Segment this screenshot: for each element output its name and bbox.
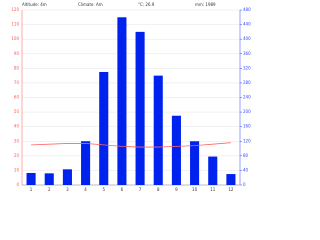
line [31, 142, 231, 148]
bar [190, 141, 200, 185]
bar [153, 75, 163, 185]
y-tick-label: 10 [14, 167, 20, 172]
x-tick-label: 10 [192, 187, 198, 192]
chart: Altitude: 4m Climate: Am °C: 26.9 mm: 1989 0… [11, 2, 251, 192]
y2-tick-label: 440 [243, 22, 251, 27]
y2-tick-label: 160 [243, 124, 251, 129]
y-tick-label: 50 [14, 109, 20, 114]
y2-tick-label: 120 [243, 138, 251, 143]
x-tick-label: 12 [228, 187, 234, 192]
header-text: mm: 1989 [195, 2, 216, 7]
x-tick-label: 5 [102, 187, 105, 192]
bar [226, 174, 236, 185]
y-tick-label: 40 [14, 124, 20, 129]
bar [62, 169, 72, 185]
y2-tick-label: 200 [243, 109, 251, 114]
bar [135, 31, 145, 185]
x-tick-label: 1 [30, 187, 33, 192]
y2-tick-label: 80 [243, 153, 249, 158]
y2-tick-label: 240 [243, 95, 251, 100]
y2-tick-label: 360 [243, 51, 251, 56]
y-tick-label: 30 [14, 138, 20, 143]
bar [26, 172, 36, 185]
bar [81, 141, 91, 185]
y2-tick-label: 320 [243, 65, 251, 70]
x-tick-label: 11 [210, 187, 216, 192]
y-tick-label: 20 [14, 153, 20, 158]
x-tick-label: 8 [157, 187, 160, 192]
y-tick-label: 100 [11, 36, 19, 41]
y-tick-label: 90 [14, 51, 20, 56]
y2-tick-label: 40 [243, 167, 249, 172]
x-tick-label: 6 [121, 187, 124, 192]
bar [44, 173, 54, 185]
y-tick-label: 70 [14, 80, 20, 85]
bar [117, 17, 127, 185]
x-tick-label: 3 [66, 187, 69, 192]
x-tick-label: 9 [175, 187, 178, 192]
y2-tick-label: 480 [243, 7, 251, 12]
x-tick-label: 7 [139, 187, 142, 192]
header-text: Climate: Am [78, 2, 103, 7]
header-text: Altitude: 4m [22, 2, 47, 7]
y2-tick-label: 280 [243, 80, 251, 85]
header-text: °C: 26.9 [138, 2, 155, 7]
x-tick-label: 4 [84, 187, 87, 192]
y-tick-label: 0 [16, 182, 19, 187]
y-tick-label: 60 [14, 95, 20, 100]
bar [208, 156, 218, 185]
y-tick-label: 110 [11, 22, 19, 27]
y2-tick-label: 400 [243, 36, 251, 41]
bar [171, 115, 181, 185]
x-tick-label: 2 [48, 187, 51, 192]
y-tick-label: 120 [11, 7, 19, 12]
bar [99, 71, 109, 185]
y2-tick-label: 0 [243, 182, 246, 187]
y-tick-label: 80 [14, 65, 20, 70]
